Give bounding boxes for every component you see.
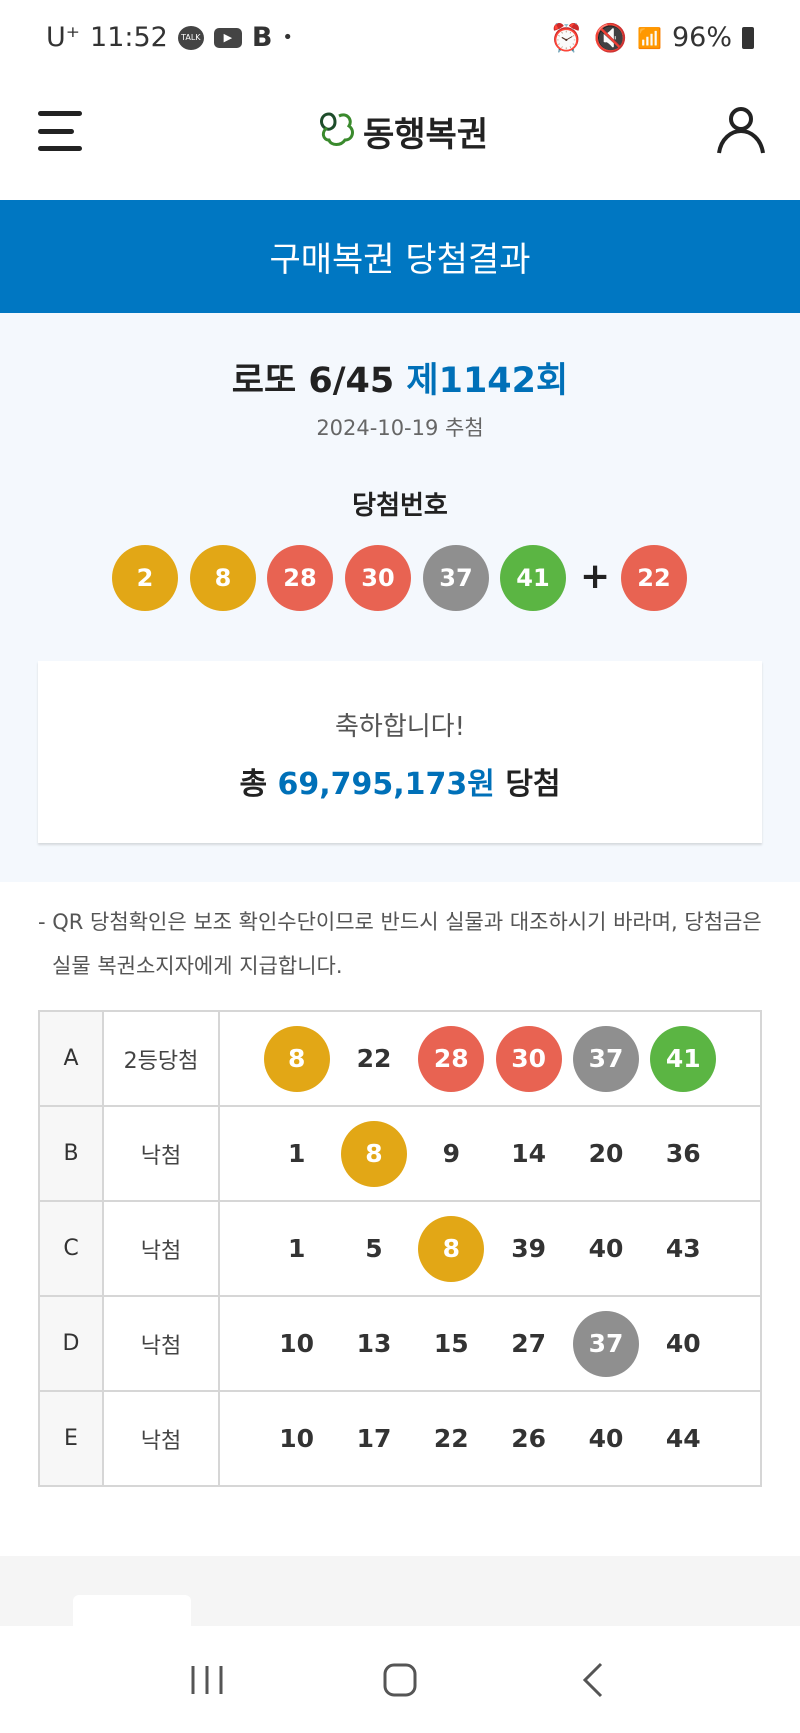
ticket-number: 40 — [665, 1329, 701, 1358]
page-title: 구매복권 당첨결과 — [269, 240, 531, 280]
ticket-row: C 낙첨 1 5 8 39 40 43 — [38, 1200, 762, 1297]
winning-ball: 30 — [345, 545, 411, 611]
winning-ball: 2 — [112, 545, 178, 611]
ticket-number: 39 — [511, 1234, 547, 1263]
battery-icon — [742, 26, 754, 49]
ticket-number: 36 — [665, 1139, 701, 1168]
matched-number-ball: 8 — [340, 1120, 407, 1187]
wifi-icon: 📶 — [637, 25, 662, 50]
footer — [0, 1556, 800, 1635]
total-prefix: 총 — [239, 767, 268, 802]
matched-number-ball: 37 — [572, 1025, 639, 1092]
clock: 11:52 — [90, 22, 168, 53]
total-suffix: 당첨 — [505, 767, 561, 802]
ticket-key: C — [38, 1200, 104, 1297]
alarm-icon: ⏰ — [549, 22, 584, 54]
ticket-numbers: 1 8 9 14 20 36 — [218, 1105, 762, 1202]
draw-date: 2024-10-19 추첨 — [316, 416, 484, 440]
ticket-number: 1 — [287, 1234, 306, 1263]
ticket-number: 15 — [433, 1329, 469, 1358]
ticket-number: 43 — [665, 1234, 701, 1263]
prize-amount: 69,795,173원 — [277, 767, 495, 802]
winning-ball: 8 — [190, 545, 256, 611]
b-notification-icon: B — [251, 22, 273, 53]
matched-number-ball: 8 — [418, 1215, 485, 1282]
matched-number-ball: 30 — [495, 1025, 562, 1092]
carrier: U⁺ — [46, 22, 81, 53]
ticket-table: A 2등당첨 8 22 28 30 37 41 B 낙첨 1 8 9 14 20 36 C 낙첨 1 5 8 39 40 43… — [38, 1010, 762, 1487]
ticket-status: 낙첨 — [102, 1200, 220, 1297]
ticket-numbers: 10 13 15 27 37 40 — [218, 1295, 762, 1392]
matched-number-ball: 28 — [418, 1025, 485, 1092]
status-bar: U⁺ 11:52 TALK ▶ B • ⏰ 🔇 📶 96% — [0, 0, 800, 75]
matched-number-ball: 8 — [263, 1025, 330, 1092]
ticket-key: B — [38, 1105, 104, 1202]
kakaotalk-icon: TALK — [177, 25, 204, 50]
user-icon[interactable] — [716, 105, 766, 155]
ticket-number: 22 — [433, 1424, 469, 1453]
ticket-number: 10 — [279, 1329, 315, 1358]
ticket-number: 5 — [365, 1234, 383, 1263]
ticket-key: D — [38, 1295, 104, 1392]
ticket-number: 14 — [511, 1139, 547, 1168]
ticket-number: 26 — [511, 1424, 547, 1453]
ticket-number: 20 — [588, 1139, 624, 1168]
ticket-status: 2등당첨 — [102, 1010, 220, 1107]
logo-text: 동행복권 — [363, 115, 489, 155]
ticket-number: 13 — [356, 1329, 392, 1358]
app-header: 동행복권 — [0, 75, 800, 200]
prize-card: 축하합니다! 총 69,795,173원 당첨 — [38, 661, 762, 843]
ticket-key: A — [38, 1010, 104, 1107]
dot-icon: • — [282, 27, 294, 48]
ticket-numbers: 1 5 8 39 40 43 — [218, 1200, 762, 1297]
recent-apps-icon[interactable] — [189, 1662, 225, 1698]
winning-ball: 28 — [267, 545, 333, 611]
page-banner: 구매복권 당첨결과 — [0, 200, 800, 313]
ticket-number: 40 — [588, 1234, 624, 1263]
ticket-number: 17 — [356, 1424, 392, 1453]
congrats-text: 축하합니다! — [334, 712, 466, 742]
total-prize: 총 69,795,173원 당첨 — [38, 759, 762, 803]
plus-sign: + — [580, 556, 611, 597]
ticket-key: E — [38, 1390, 104, 1487]
winning-ball: 41 — [500, 545, 566, 611]
ticket-row: D 낙첨 10 13 15 27 37 40 — [38, 1295, 762, 1392]
qr-notice: - QR 당첨확인은 보조 확인수단이므로 반드시 실물과 대조하시기 바라며,… — [38, 910, 762, 978]
ticket-number: 27 — [511, 1329, 547, 1358]
menu-icon[interactable] — [38, 111, 82, 151]
draw-title: 로또 6/45 제1142회 — [0, 352, 800, 403]
system-nav-bar — [0, 1626, 800, 1733]
clover-logo-icon — [320, 111, 354, 146]
ticket-number: 1 — [287, 1139, 306, 1168]
matched-number-ball: 41 — [650, 1025, 717, 1092]
winning-ball: 37 — [423, 545, 489, 611]
battery-text: 96% — [671, 22, 732, 53]
ticket-number: 10 — [279, 1424, 315, 1453]
ticket-row: A 2등당첨 8 22 28 30 37 41 — [38, 1010, 762, 1107]
winning-numbers-label: 당첨번호 — [352, 491, 448, 521]
ticket-row: E 낙첨 10 17 22 26 40 44 — [38, 1390, 762, 1487]
bonus-ball: 22 — [621, 545, 687, 611]
home-icon[interactable] — [382, 1662, 418, 1698]
back-icon[interactable] — [575, 1662, 611, 1698]
ticket-numbers: 8 22 28 30 37 41 — [218, 1010, 762, 1107]
mute-icon: 🔇 — [593, 22, 628, 54]
youtube-icon: ▶ — [213, 27, 242, 48]
ticket-numbers: 10 17 22 26 40 44 — [218, 1390, 762, 1487]
matched-number-ball: 37 — [572, 1310, 639, 1377]
ticket-number: 44 — [665, 1424, 701, 1453]
logo[interactable]: 동행복권 — [317, 107, 488, 156]
round: 제1142회 — [406, 361, 569, 401]
ticket-status: 낙첨 — [102, 1295, 220, 1392]
ticket-status: 낙첨 — [102, 1390, 220, 1487]
ticket-number: 9 — [442, 1139, 461, 1168]
ticket-number: 40 — [588, 1424, 624, 1453]
ticket-row: B 낙첨 1 8 9 14 20 36 — [38, 1105, 762, 1202]
ticket-status: 낙첨 — [102, 1105, 220, 1202]
game-name: 로또 6/45 — [231, 361, 395, 401]
ticket-number: 22 — [356, 1044, 392, 1073]
